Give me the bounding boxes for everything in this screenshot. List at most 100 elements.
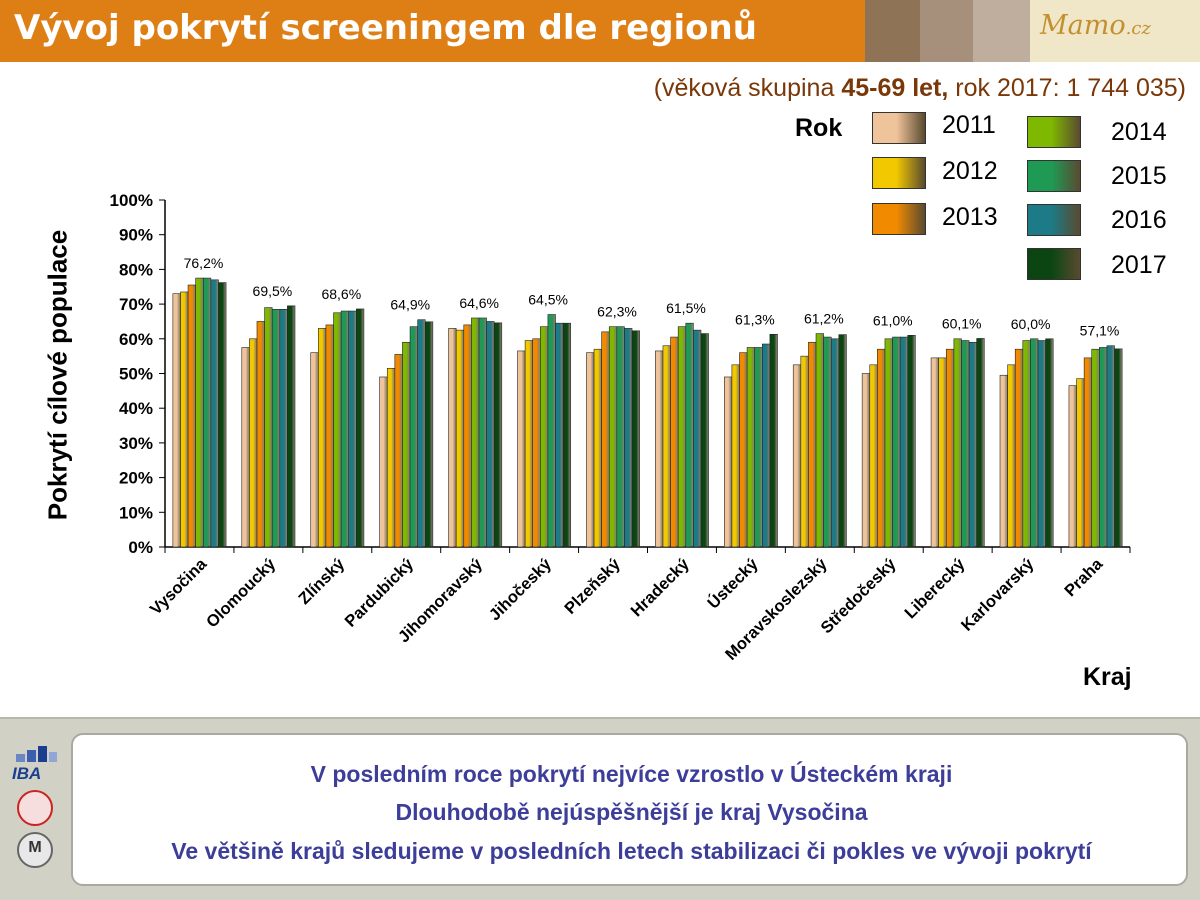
bar-2017-Pardubický <box>424 321 434 548</box>
bar-2011-Jihočeský <box>517 350 526 548</box>
bar-2014-Pardubický <box>402 341 411 548</box>
y-tick-label: 20% <box>119 469 153 488</box>
data-label: 68,6% <box>321 286 361 302</box>
bar-2013-Ústecký <box>739 352 748 548</box>
bar-2015-Jihočeský <box>547 314 556 548</box>
bar-2014-Zlínský <box>333 312 342 548</box>
data-label: 64,9% <box>390 297 430 313</box>
bar-2012-Středočeský <box>869 364 878 548</box>
subtitle-bold: 45-69 let, <box>841 74 949 102</box>
legend-title: Rok <box>795 114 843 142</box>
bar-2013-Zlínský <box>325 324 334 548</box>
bar-2015-Zlínský <box>340 310 350 548</box>
y-tick-label: 10% <box>119 503 153 522</box>
header-decor-block <box>973 0 1030 62</box>
x-tick-label: Praha <box>1061 555 1107 601</box>
bar-2017-Ústecký <box>769 333 778 548</box>
y-tick-label: 80% <box>119 260 153 279</box>
bar-2017-Karlovarský <box>1045 338 1054 548</box>
bar-2014-Plzeňský <box>608 326 618 548</box>
bar-2016-Zlínský <box>348 310 357 548</box>
bar-2013-Plzeňský <box>601 331 610 548</box>
bar-2012-Jihomoravský <box>455 329 465 548</box>
x-tick-label: Pardubický <box>341 555 417 631</box>
bar-2013-Pardubický <box>394 354 403 548</box>
header-decor-block <box>865 0 920 62</box>
legend-label: 2016 <box>1111 206 1167 234</box>
bar-2016-Hradecký <box>693 329 702 548</box>
bar-2016-Jihočeský <box>555 322 564 548</box>
bar-2013-Středočeský <box>877 348 886 548</box>
subtitle-prefix: (věková skupina <box>653 74 842 102</box>
bar-2013-Liberecký <box>945 348 955 548</box>
legend-label: 2015 <box>1111 162 1167 190</box>
bar-2016-Karlovarský <box>1037 340 1046 548</box>
bar-2014-Praha <box>1091 348 1100 548</box>
legend-label: 2011 <box>942 111 996 139</box>
y-tick-label: 40% <box>119 399 153 418</box>
legend-swatch <box>1027 116 1081 148</box>
bar-2017-Plzeňský <box>631 330 640 548</box>
data-label: 64,6% <box>459 295 499 311</box>
bar-2016-Jihomoravský <box>486 321 495 548</box>
bar-2015-Olomoucký <box>271 309 281 548</box>
bar-2014-Jihočeský <box>540 326 549 548</box>
bar-2012-Plzeňský <box>593 348 602 548</box>
data-label: 60,1% <box>942 315 982 331</box>
page-title: Vývoj pokrytí screeningem dle regionů <box>14 8 757 48</box>
bar-2015-Moravskoslezský <box>823 336 832 548</box>
bar-2015-Karlovarský <box>1030 338 1039 548</box>
bar-2015-Praha <box>1099 347 1108 548</box>
legend-swatch <box>1027 204 1081 236</box>
logo-suffix: .cz <box>1125 18 1151 39</box>
bar-2015-Hradecký <box>685 322 694 548</box>
bar-2013-Jihomoravský <box>463 324 472 548</box>
bar-2012-Karlovarský <box>1007 364 1016 548</box>
bar-2016-Pardubický <box>417 319 426 548</box>
bar-2012-Praha <box>1076 378 1085 548</box>
bar-2011-Vysočina <box>172 293 181 548</box>
bar-2017-Jihomoravský <box>493 322 503 548</box>
data-label: 76,2% <box>184 255 224 271</box>
data-label: 61,5% <box>666 300 706 316</box>
bar-2011-Ústecký <box>723 376 733 548</box>
legend-label: 2017 <box>1111 251 1167 279</box>
legend-swatch <box>1027 248 1081 280</box>
chart-subtitle: (věková skupina 45-69 let, rok 2017: 1 7… <box>654 74 1186 103</box>
legend-label: 2014 <box>1111 118 1167 146</box>
bar-2012-Liberecký <box>938 357 947 548</box>
summary-line-3: Ve většině krajů sledujeme v posledních … <box>171 838 1092 864</box>
logo-text: Mamo <box>1040 10 1126 41</box>
bar-2014-Hradecký <box>677 326 687 548</box>
mamo-logo: Mamo.cz <box>1040 10 1151 41</box>
bar-2011-Pardubický <box>379 376 388 548</box>
subtitle-suffix: rok 2017: 1 744 035) <box>948 74 1186 102</box>
legend-swatch <box>872 112 926 144</box>
bar-2015-Vysočina <box>202 277 212 548</box>
y-tick-label: 30% <box>119 434 153 453</box>
x-tick-label: Zlínský <box>295 555 349 609</box>
bar-2016-Praha <box>1106 345 1115 548</box>
header-decor-block <box>920 0 973 62</box>
bar-2014-Liberecký <box>953 338 962 548</box>
summary-line-1: V posledním roce pokrytí nejvíce vzrostl… <box>310 761 953 787</box>
bar-2016-Středočeský <box>899 336 909 548</box>
bar-2016-Olomoucký <box>279 309 288 548</box>
iba-logo-icon <box>16 746 57 762</box>
bar-2017-Liberecký <box>976 338 985 548</box>
bar-2015-Pardubický <box>409 326 418 548</box>
logo-box <box>1030 0 1200 62</box>
data-label: 57,1% <box>1080 323 1120 339</box>
bar-2017-Olomoucký <box>287 305 296 548</box>
bar-2012-Olomoucký <box>249 338 258 548</box>
y-tick-label: 0% <box>128 538 153 557</box>
bar-2015-Ústecký <box>754 347 763 548</box>
bar-2013-Karlovarský <box>1014 348 1024 548</box>
bar-2015-Jihomoravský <box>478 317 487 548</box>
bar-2011-Plzeňský <box>586 352 595 548</box>
bar-2014-Středočeský <box>884 338 893 548</box>
bar-2011-Praha <box>1068 385 1077 548</box>
data-label: 61,3% <box>735 311 775 327</box>
y-tick-label: 90% <box>119 226 153 245</box>
footer-divider <box>0 717 1200 719</box>
